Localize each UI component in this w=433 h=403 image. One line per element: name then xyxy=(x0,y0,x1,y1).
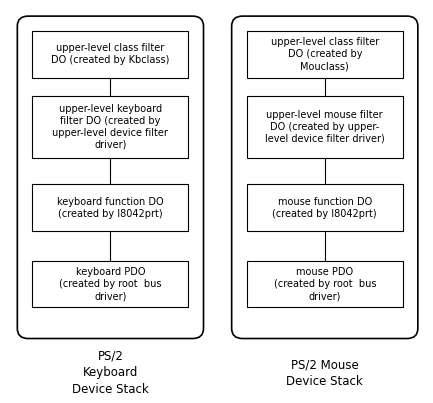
Text: PS/2 Mouse
Device Stack: PS/2 Mouse Device Stack xyxy=(286,358,363,388)
Text: upper-level keyboard
filter DO (created by
upper-level device filter
driver): upper-level keyboard filter DO (created … xyxy=(52,104,168,150)
Text: mouse function DO
(created by I8042prt): mouse function DO (created by I8042prt) xyxy=(272,197,377,218)
Bar xyxy=(247,185,403,231)
Bar xyxy=(32,261,188,307)
Bar xyxy=(247,261,403,307)
Text: upper-level class filter
DO (created by
Mouclass): upper-level class filter DO (created by … xyxy=(271,37,379,71)
FancyBboxPatch shape xyxy=(232,16,418,339)
Bar xyxy=(32,31,188,77)
Text: mouse PDO
(created by root  bus
driver): mouse PDO (created by root bus driver) xyxy=(274,267,376,301)
Bar xyxy=(247,31,403,77)
Text: PS/2
Keyboard
Device Stack: PS/2 Keyboard Device Stack xyxy=(72,350,149,396)
Text: upper-level class filter
DO (created by Kbclass): upper-level class filter DO (created by … xyxy=(51,44,170,65)
Bar xyxy=(32,185,188,231)
Bar xyxy=(247,96,403,158)
Text: upper-level mouse filter
DO (created by upper-
level device filter driver): upper-level mouse filter DO (created by … xyxy=(265,110,385,144)
FancyBboxPatch shape xyxy=(17,16,204,339)
Text: keyboard PDO
(created by root  bus
driver): keyboard PDO (created by root bus driver… xyxy=(59,267,162,301)
Bar xyxy=(32,96,188,158)
Text: keyboard function DO
(created by I8042prt): keyboard function DO (created by I8042pr… xyxy=(57,197,164,218)
